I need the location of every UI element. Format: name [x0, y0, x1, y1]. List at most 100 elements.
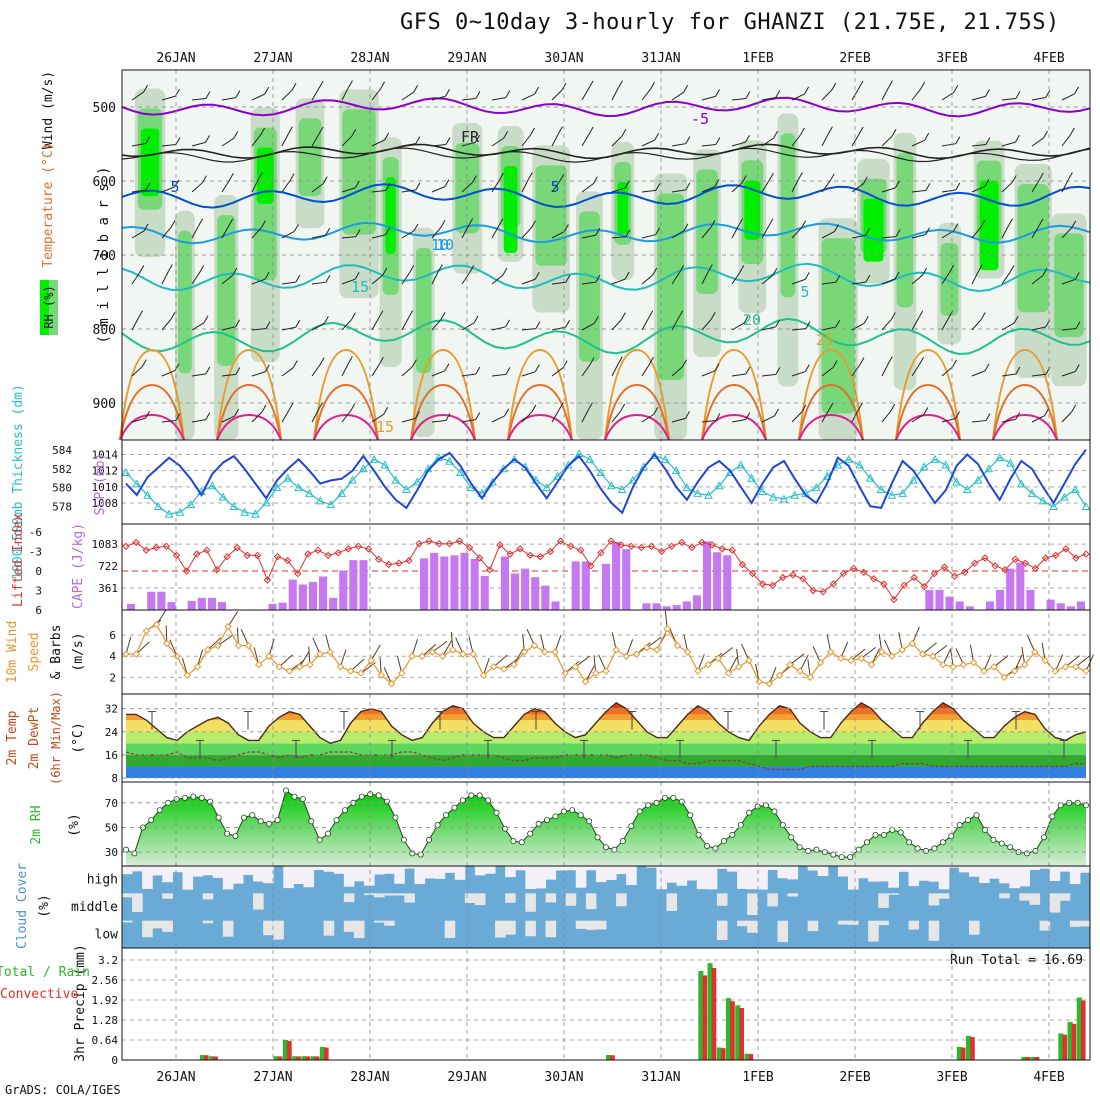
upper-wind-barb-flag: [655, 227, 661, 235]
upper-wind-barb: [1061, 227, 1073, 239]
lifted-index-point: [728, 546, 737, 554]
rh-point: [392, 814, 399, 821]
upper-wind-barb-flag: [378, 356, 384, 365]
warm-contour-lobe: [604, 383, 670, 441]
wind10-point: [786, 660, 794, 669]
wind10-point: [612, 646, 620, 654]
rh-point: [687, 812, 694, 819]
cloud-clear-cell: [142, 866, 153, 889]
lifted-index-point: [496, 541, 504, 549]
precip-tick-label: 2.56: [92, 974, 119, 987]
upper-wind-barb-flag: [738, 218, 744, 226]
thickness-point: [337, 488, 347, 497]
wind10-point: [234, 641, 243, 650]
wind10-barb: [718, 647, 734, 659]
upper-wind-barb: [521, 278, 536, 285]
upper-wind-barb-flag: [595, 274, 601, 283]
upper-wind-barb: [911, 139, 925, 147]
cloud-clear-cell: [323, 866, 335, 872]
cloud-clear-cell: [182, 866, 194, 890]
wind10-axis-label-c-group: & Barbs: [49, 625, 64, 680]
slp-line: [125, 449, 1087, 515]
upper-wind-barb: [581, 364, 591, 377]
upper-wind-barb: [1031, 96, 1046, 101]
rh-point: [788, 834, 795, 841]
upper-wind-barb-flag: [203, 315, 209, 324]
cloud-clear-cell: [485, 866, 496, 874]
cloud-clear-cell: [737, 866, 748, 889]
wind10-point: [398, 669, 406, 677]
lifted-index-point: [526, 551, 534, 560]
upper-wind-barb: [191, 373, 206, 377]
rh-point: [603, 844, 610, 851]
upper-wind-barb: [641, 317, 650, 331]
upper-wind-barb-flag: [775, 367, 781, 375]
wind10-point: [193, 663, 202, 671]
contour-label: 10: [436, 236, 454, 254]
upper-wind-barb: [161, 144, 176, 147]
upper-wind-barb: [761, 225, 770, 239]
wind10-point: [878, 648, 886, 656]
upper-wind-barb-flag: [624, 180, 630, 189]
warm-contour-lobe: [798, 383, 864, 441]
rh-point: [224, 830, 231, 837]
cloud-clear-cell: [908, 866, 920, 887]
thickness-line: [125, 452, 1087, 515]
pressure-tick-label: 500: [93, 101, 116, 116]
lifted-index-point: [839, 569, 848, 578]
cape-bar: [470, 558, 479, 610]
cloud-clear-cell: [293, 866, 304, 885]
upper-wind-barb: [131, 366, 143, 377]
upper-wind-barb: [821, 281, 836, 285]
temperature-contour: [121, 147, 1091, 163]
upper-wind-barb: [551, 326, 566, 331]
precip-rain-bar: [610, 1055, 615, 1060]
thickness-axis-label-group: 1000-500mb Thickness (dm): [11, 384, 26, 580]
wind10-point: [939, 660, 947, 669]
upper-wind-barb: [521, 93, 535, 101]
upper-wind-barb: [551, 367, 564, 377]
cape-bar: [420, 558, 429, 610]
rh-mid-patch: [896, 152, 914, 308]
upper-wind-barb-flag: [862, 176, 868, 185]
rh-legend-swatch-dark: [40, 280, 49, 335]
lifted-index-point: [880, 580, 888, 588]
wind10-barb: [169, 639, 178, 657]
temp-axis-label-b-group: 2m DewPt: [27, 707, 42, 770]
lifted-index-point: [374, 555, 383, 564]
upper-wind-barb: [1061, 134, 1071, 147]
rh-point: [779, 822, 786, 829]
rh-point: [628, 823, 635, 830]
cloud-clear-cell: [1059, 893, 1071, 901]
upper-wind-barb: [701, 370, 716, 377]
upper-wind-barb: [551, 231, 565, 239]
upper-wind-barb: [791, 179, 799, 193]
upper-wind-barb-flag: [621, 128, 627, 137]
wind10-barb: [932, 644, 948, 657]
rh-point: [535, 820, 542, 827]
wind10-barb: [227, 611, 239, 627]
upper-wind-barb-flag: [175, 137, 181, 145]
wind10-point: [275, 663, 283, 671]
thickness-point: [175, 507, 185, 516]
cloud-clear-cell: [928, 893, 940, 906]
upper-wind-barb: [1031, 326, 1046, 331]
wind10-point: [357, 669, 365, 677]
lifted-index-point: [283, 556, 292, 565]
upper-wind-barb-flag: [650, 81, 656, 90]
rh-point: [493, 809, 500, 816]
cape-bar: [450, 555, 459, 610]
wind10-barb: [278, 654, 293, 668]
precip-rain-bar: [739, 1008, 744, 1060]
upper-wind-barb: [881, 363, 889, 377]
upper-wind-barb-flag: [1044, 408, 1049, 416]
lifted-index-tick-label: -6: [29, 526, 42, 539]
upper-wind-barb-flag: [445, 413, 451, 421]
upper-wind-barb: [911, 414, 925, 423]
wind10-point: [592, 669, 600, 677]
cloud-clear-cell: [595, 866, 607, 883]
upper-wind-barb-flag: [618, 80, 623, 88]
upper-wind-barb-flag: [384, 132, 390, 141]
upper-wind-barb: [1001, 141, 1016, 147]
upper-wind-barb-flag: [383, 407, 389, 415]
